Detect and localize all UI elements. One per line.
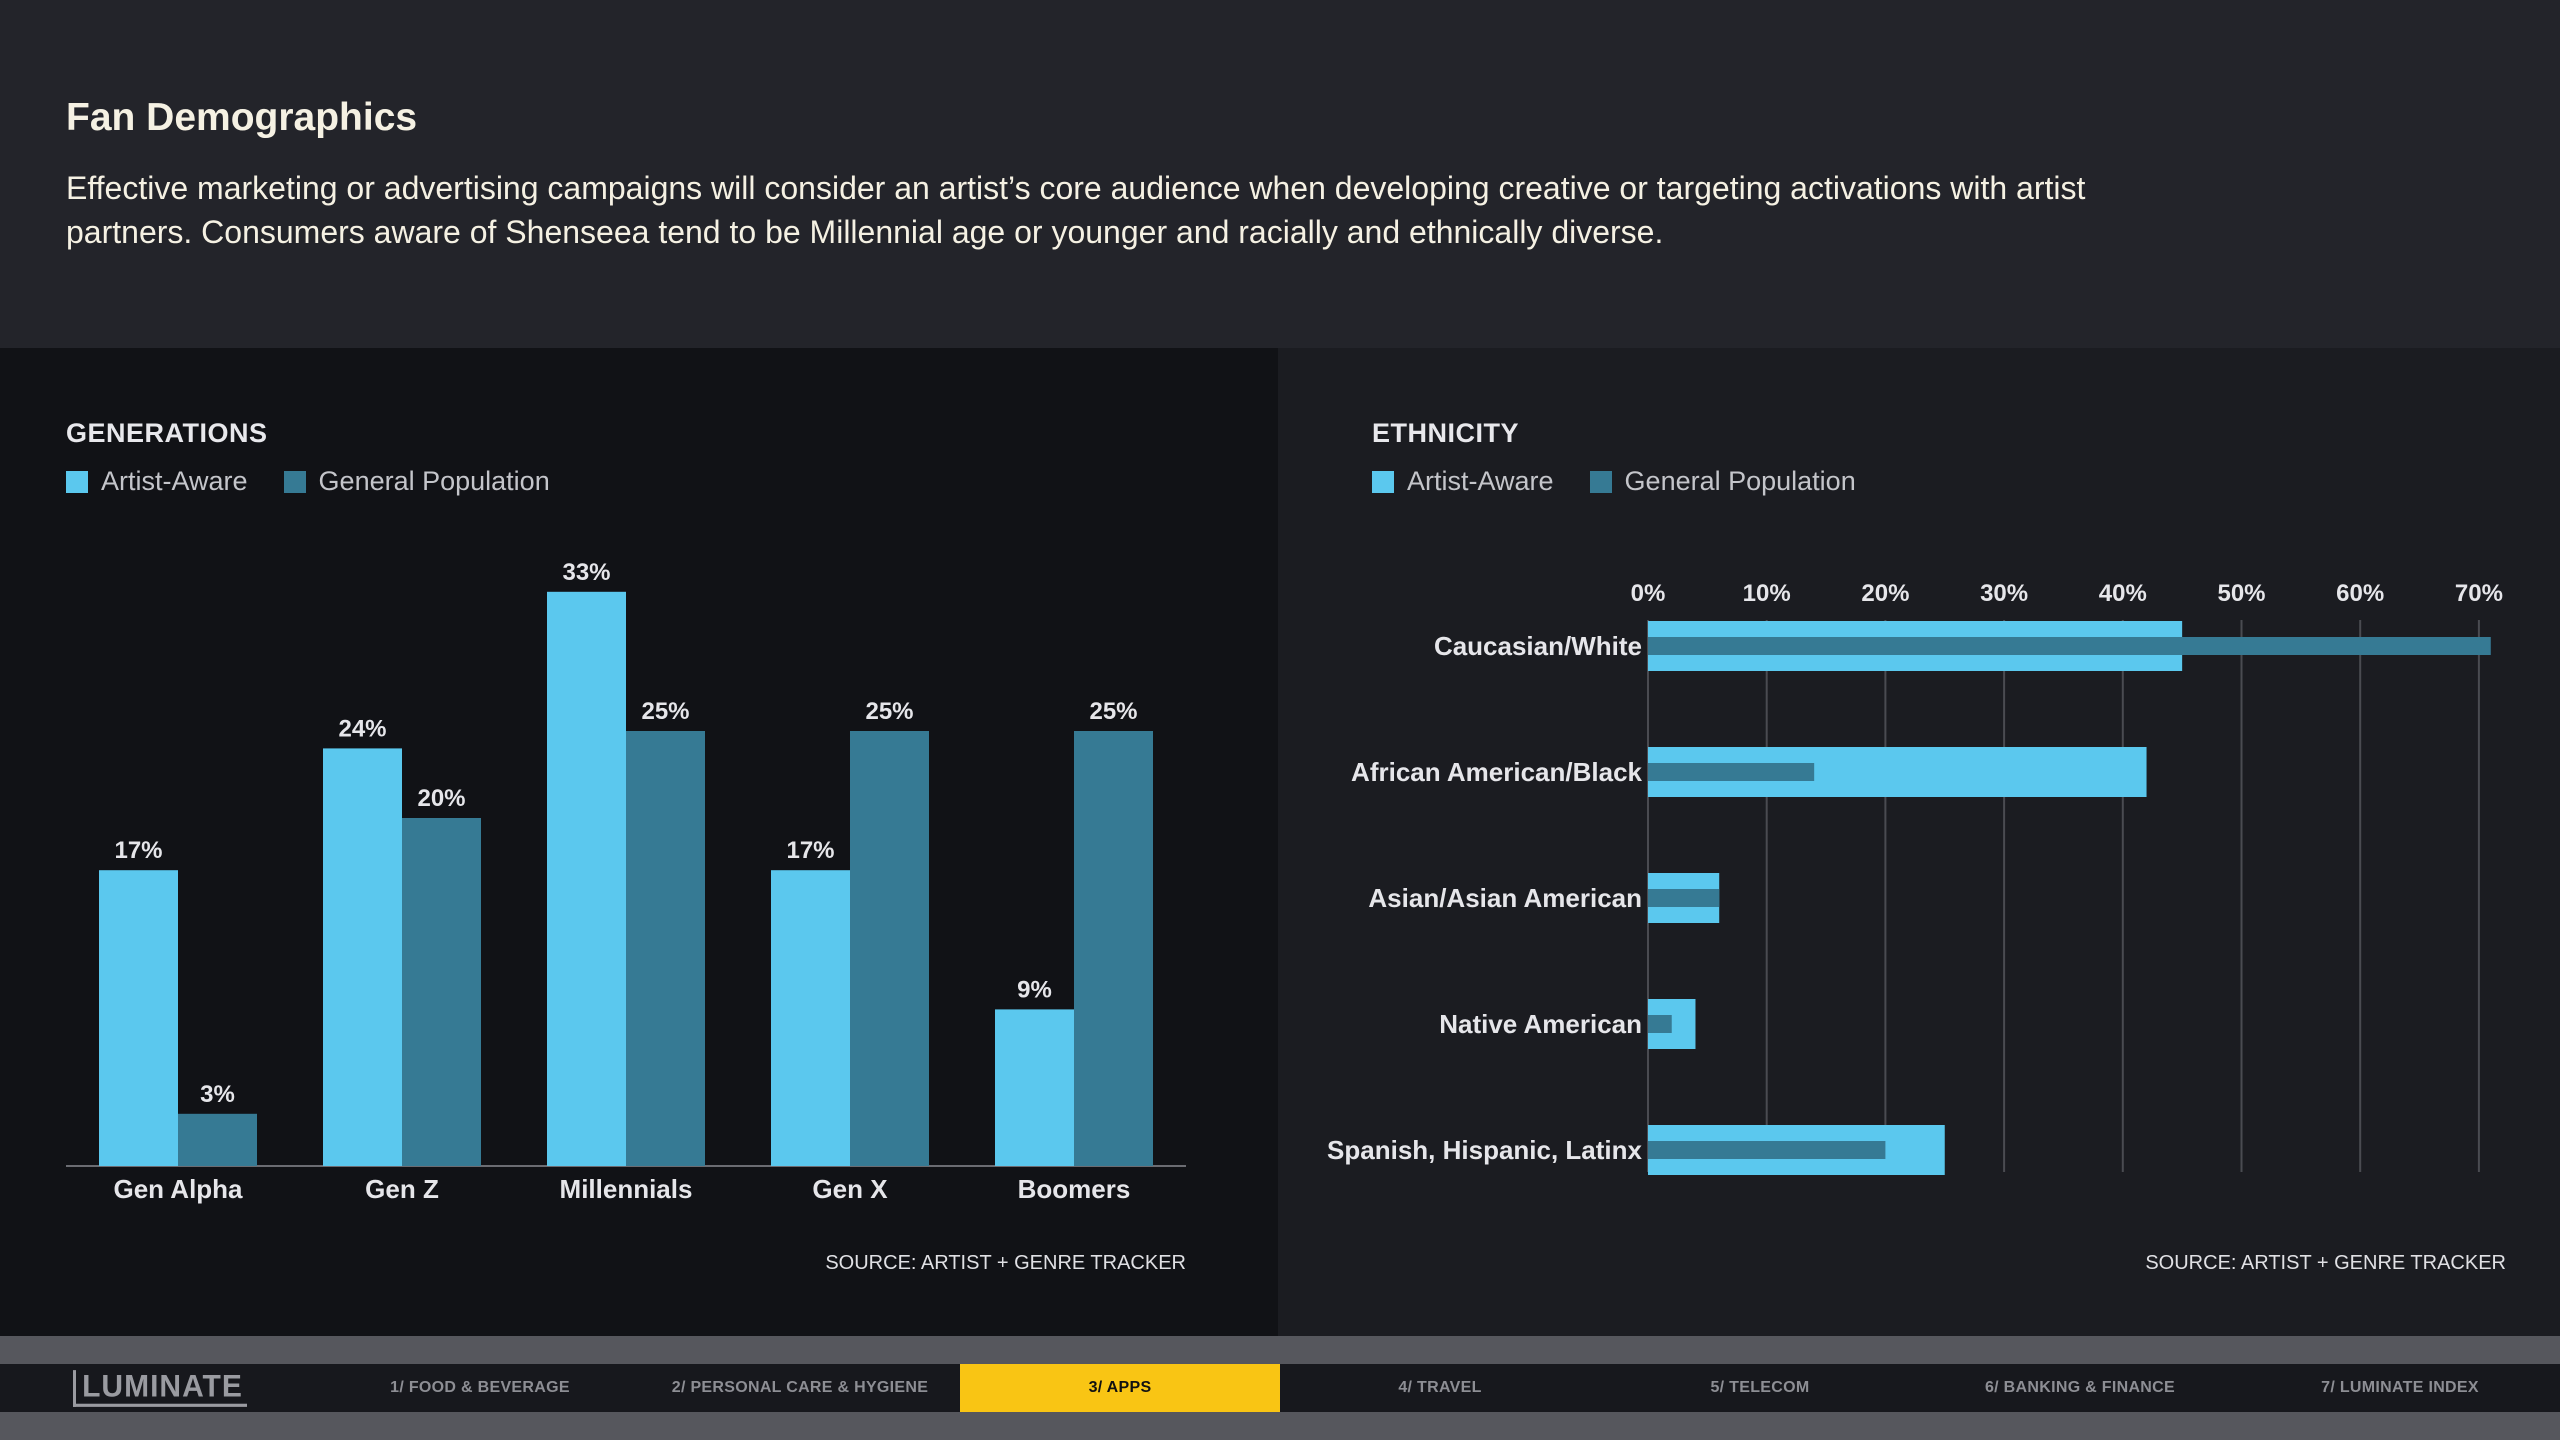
nav-divider-bottom bbox=[0, 1412, 2560, 1440]
legend-label: General Population bbox=[1624, 466, 1856, 496]
bar-artist-aware bbox=[99, 870, 178, 1166]
luminate-logo[interactable]: LUMINATE bbox=[0, 1364, 320, 1412]
generations-title: GENERATIONS bbox=[66, 418, 268, 448]
bar-artist-aware bbox=[995, 1009, 1074, 1166]
x-tick-label: 20% bbox=[1861, 580, 1909, 607]
x-tick-label: Boomers bbox=[1018, 1174, 1131, 1204]
bar-artist-aware bbox=[323, 748, 402, 1166]
legend-item-artist-aware: Artist-Aware bbox=[1372, 466, 1554, 497]
generations-chart: 17% 3% Gen Alpha 24% 20% Gen Z 33% 25% Millennia… bbox=[66, 559, 1186, 1204]
bar-general-population bbox=[178, 1113, 257, 1166]
legend-label: Artist-Aware bbox=[101, 466, 248, 496]
bar-general-population bbox=[1648, 1015, 1672, 1033]
bar-general-population bbox=[402, 818, 481, 1166]
header: Fan Demographics Effective marketing or … bbox=[0, 0, 2560, 348]
nav-tab-apps[interactable]: 3/ APPS bbox=[960, 1364, 1280, 1412]
logo-text: LUMINATE bbox=[73, 1369, 247, 1407]
legend-item-general-population: General Population bbox=[1589, 466, 1856, 497]
bar-general-population bbox=[850, 731, 929, 1166]
page-description: Effective marketing or advertising campa… bbox=[66, 170, 2086, 250]
data-label: 3% bbox=[200, 1081, 235, 1108]
data-label: 17% bbox=[114, 837, 162, 864]
data-label: 17% bbox=[786, 837, 834, 864]
nav-tab-food-beverage[interactable]: 1/ FOOD & BEVERAGE bbox=[390, 1379, 570, 1396]
x-tick-label: 70% bbox=[2455, 580, 2503, 607]
nav-tab-personal-care[interactable]: 2/ PERSONAL CARE & HYGIENE bbox=[671, 1379, 929, 1396]
x-tick-label: 10% bbox=[1743, 580, 1791, 607]
x-tick-label: 40% bbox=[2099, 580, 2147, 607]
y-tick-label: Spanish, Hispanic, Latinx bbox=[1327, 1135, 1642, 1165]
generations-source: SOURCE: ARTIST + GENRE TRACKER bbox=[825, 1252, 1186, 1274]
bar-artist-aware bbox=[771, 870, 850, 1166]
nav-tab-telecom[interactable]: 5/ TELECOM bbox=[1710, 1379, 1810, 1396]
data-label: 24% bbox=[338, 715, 386, 742]
legend-label: Artist-Aware bbox=[1407, 466, 1554, 496]
x-tick-label: Gen Alpha bbox=[113, 1174, 243, 1204]
legend-swatch-general-population bbox=[1589, 470, 1612, 493]
data-label: 9% bbox=[1017, 976, 1052, 1003]
legend-swatch-artist-aware bbox=[1372, 470, 1394, 493]
legend-swatch-general-population bbox=[283, 470, 306, 493]
bar-general-population bbox=[1648, 637, 2491, 655]
legend-item-artist-aware: Artist-Aware bbox=[66, 466, 248, 497]
ethnicity-panel: ETHNICITY Artist-Aware General Populatio… bbox=[1278, 348, 2560, 1336]
data-label: 25% bbox=[865, 698, 913, 725]
bar-general-population bbox=[1074, 731, 1153, 1166]
y-tick-label: Asian/Asian American bbox=[1368, 883, 1642, 913]
y-tick-label: Caucasian/White bbox=[1434, 631, 1642, 661]
bar-artist-aware bbox=[547, 591, 626, 1166]
x-tick-label: Gen Z bbox=[365, 1174, 439, 1204]
ethnicity-chart: 0% 10% 20% 30% 40% 50% 60% 70% Caucasian/White Af… bbox=[1327, 580, 2503, 1175]
bar-general-population bbox=[1648, 1141, 1886, 1159]
data-label: 25% bbox=[1089, 698, 1137, 725]
generations-legend: Artist-Aware General Population bbox=[66, 466, 586, 497]
ethnicity-source: SOURCE: ARTIST + GENRE TRACKER bbox=[2145, 1252, 2506, 1274]
nav-tab-travel[interactable]: 4/ TRAVEL bbox=[1398, 1379, 1482, 1396]
x-tick-label: 30% bbox=[1980, 580, 2028, 607]
nav-divider-top bbox=[0, 1336, 2560, 1364]
generations-panel: GENERATIONS Artist-Aware General Populat… bbox=[0, 348, 1278, 1336]
x-tick-label: 60% bbox=[2336, 580, 2384, 607]
nav-tab-luminate-index[interactable]: 7/ LUMINATE INDEX bbox=[2321, 1379, 2479, 1396]
bar-general-population bbox=[626, 731, 705, 1166]
data-label: 20% bbox=[417, 785, 465, 812]
legend-item-general-population: General Population bbox=[283, 466, 550, 497]
ethnicity-legend: Artist-Aware General Population bbox=[1372, 466, 1892, 497]
ethnicity-title: ETHNICITY bbox=[1372, 418, 1520, 448]
x-tick-label: Gen X bbox=[812, 1174, 888, 1204]
x-tick-label: 50% bbox=[2217, 580, 2265, 607]
bar-general-population bbox=[1648, 889, 1720, 907]
page-title: Fan Demographics bbox=[66, 96, 418, 139]
bar-general-population bbox=[1648, 763, 1815, 781]
x-tick-label: 0% bbox=[1631, 580, 1666, 607]
data-label: 25% bbox=[641, 698, 689, 725]
bottom-nav: LUMINATE 1/ FOOD & BEVERAGE 2/ PERSONAL … bbox=[0, 1364, 2560, 1412]
y-tick-label: African American/Black bbox=[1351, 757, 1642, 787]
x-tick-label: Millennials bbox=[560, 1174, 693, 1204]
nav-tab-banking-finance[interactable]: 6/ BANKING & FINANCE bbox=[1984, 1379, 2175, 1396]
data-label: 33% bbox=[562, 559, 610, 586]
legend-label: General Population bbox=[318, 466, 550, 496]
y-tick-label: Native American bbox=[1439, 1009, 1642, 1039]
legend-swatch-artist-aware bbox=[66, 470, 88, 493]
